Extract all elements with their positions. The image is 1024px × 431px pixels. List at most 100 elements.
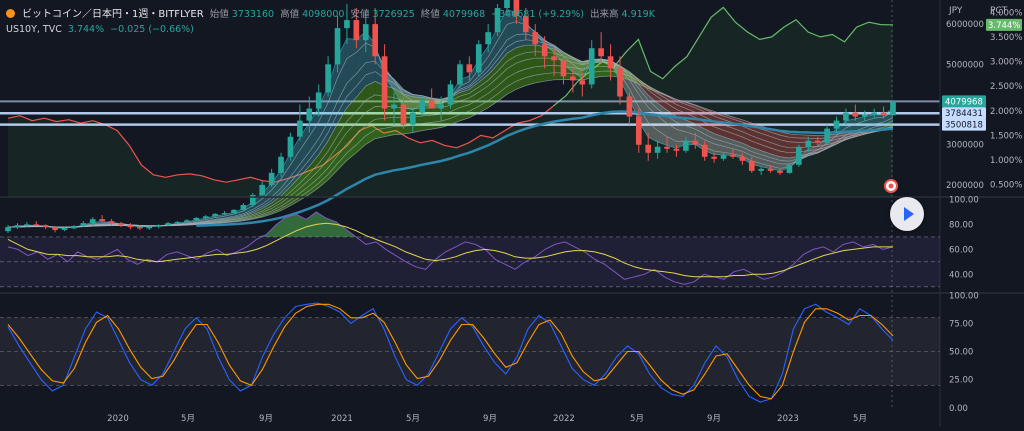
candle-body	[90, 219, 96, 223]
price-badge-text: 4079968	[945, 97, 983, 107]
candle-body	[777, 171, 783, 173]
candle-body	[62, 228, 68, 230]
candle-body	[674, 149, 680, 151]
candle-body	[787, 165, 793, 173]
candle[interactable]	[71, 225, 77, 229]
candle-body	[231, 210, 237, 213]
play-button[interactable]	[890, 197, 924, 231]
candle[interactable]	[448, 80, 454, 108]
candle-body	[692, 141, 698, 145]
candle[interactable]	[156, 224, 162, 228]
candle[interactable]	[118, 222, 124, 227]
candle-body	[617, 68, 623, 96]
candle-body	[542, 44, 548, 56]
ma-ribbon-segment	[535, 58, 544, 67]
price-badge-text: 3500818	[945, 121, 983, 131]
candle-body	[222, 213, 228, 214]
play-icon	[890, 197, 924, 231]
us10y-badge-text: 3.744%	[988, 21, 1020, 31]
candle-body	[655, 147, 661, 153]
candle[interactable]	[241, 203, 247, 211]
candle[interactable]	[589, 40, 595, 88]
time-axis-label: 9月	[707, 414, 721, 424]
pct-tick-label: 2.500%	[990, 82, 1022, 92]
stoch-tick-label: 50.00	[949, 348, 973, 358]
candle[interactable]	[288, 133, 294, 161]
candle-body	[429, 101, 435, 109]
comparison-change: −0.025 (−0.66%)	[110, 24, 194, 35]
candle-body	[419, 101, 425, 113]
candle-body	[354, 20, 360, 40]
candle-body	[71, 226, 77, 228]
stoch-tick-label: 0.00	[949, 404, 968, 414]
candle[interactable]	[325, 56, 331, 96]
jpy-unit-label: JPY	[949, 6, 962, 16]
candle[interactable]	[269, 169, 275, 187]
candle[interactable]	[890, 101, 896, 116]
price-badge: 3784431	[942, 107, 986, 119]
candle-body	[721, 155, 727, 159]
ma-ribbon-segment	[601, 71, 610, 77]
candle[interactable]	[128, 223, 134, 229]
time-axis-label: 5月	[630, 414, 644, 424]
candle[interactable]	[43, 224, 49, 229]
candle-body	[881, 113, 887, 116]
open-label: 始値	[210, 9, 229, 20]
symbol-title[interactable]: ビットコイン／日本円・1週・BITFLYER	[22, 9, 204, 20]
time-axis-label: 5月	[853, 414, 867, 424]
candle-body	[363, 24, 369, 40]
candle[interactable]	[297, 105, 303, 141]
time-axis-label: 2020	[107, 414, 129, 424]
price-badge-text: 3784431	[945, 109, 983, 119]
candle-body	[740, 157, 746, 161]
volume-value: 4.919K	[622, 9, 655, 20]
candle[interactable]	[457, 60, 463, 88]
candle[interactable]	[476, 40, 482, 76]
candle-body	[128, 225, 134, 227]
candle-body	[805, 141, 811, 147]
high-label: 高値	[280, 9, 299, 20]
low-value: 3726925	[372, 9, 414, 20]
candle[interactable]	[99, 215, 105, 221]
candle-body	[335, 28, 341, 64]
comparison-symbol[interactable]: US10Y, TVC	[6, 24, 62, 35]
pct-tick-label: 3.500%	[990, 33, 1022, 43]
time-axis-label: 9月	[259, 414, 273, 424]
time-axis-label: 2021	[331, 414, 353, 424]
volume-label: 出来高	[590, 9, 619, 20]
candle-body	[382, 56, 388, 108]
us10y-badge: 3.744%	[986, 19, 1022, 31]
jpy-tick-label: 6000000	[946, 20, 984, 30]
candle-body	[193, 218, 199, 220]
candle[interactable]	[250, 193, 256, 207]
candle[interactable]	[15, 223, 21, 229]
candle-body	[561, 60, 567, 76]
jpy-tick-label: 5000000	[946, 60, 984, 70]
candle-body	[467, 64, 473, 72]
candle-body	[645, 145, 651, 153]
candle-body	[730, 155, 736, 157]
candle-body	[372, 24, 378, 56]
candle-body	[768, 169, 774, 171]
candle-body	[485, 32, 491, 44]
close-value: 4079968	[443, 9, 485, 20]
candle-body	[579, 80, 585, 84]
price-badge: 3500818	[942, 119, 986, 131]
candle-body	[570, 76, 576, 80]
candle[interactable]	[5, 225, 11, 233]
candle-body	[796, 147, 802, 165]
candle-body	[890, 101, 896, 115]
alert-marker-dot	[889, 184, 894, 189]
candle-body	[608, 56, 614, 68]
time-axis-label: 9月	[483, 414, 497, 424]
candle[interactable]	[796, 145, 802, 167]
candle[interactable]	[33, 221, 39, 226]
candle-body	[241, 205, 247, 210]
candle-body	[325, 64, 331, 92]
candle-body	[344, 20, 350, 28]
candle-body	[269, 173, 275, 185]
bitcoin-icon[interactable]	[6, 9, 15, 18]
candle[interactable]	[335, 16, 341, 72]
